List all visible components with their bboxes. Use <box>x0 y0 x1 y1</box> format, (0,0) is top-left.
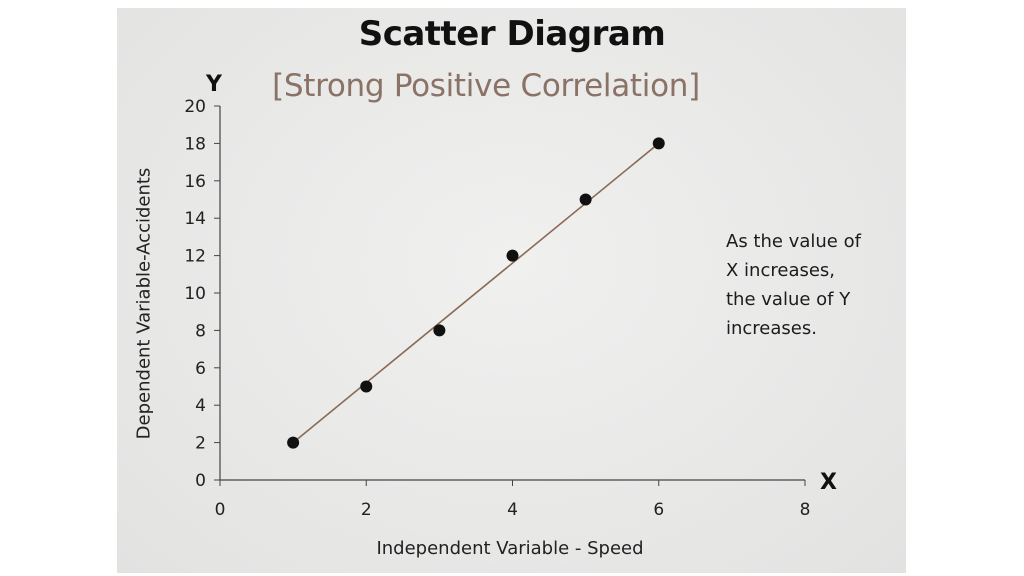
y-tick-label: 6 <box>195 359 206 379</box>
x-axis-label: Independent Variable - Speed <box>376 538 644 559</box>
y-tick-label: 10 <box>184 284 206 304</box>
chart-subtitle-text: [Strong Positive Correlation] <box>272 68 700 104</box>
annotation-line-3: the value of Y <box>726 289 851 310</box>
annotation-line-2: X increases, <box>726 260 836 281</box>
chart-title: Scatter Diagram <box>358 14 666 54</box>
y-tick-label: 2 <box>195 434 206 454</box>
annotation-line-4: increases. <box>726 318 817 339</box>
y-tick-label: 0 <box>195 471 206 491</box>
y-tick-label: 14 <box>184 209 206 229</box>
x-tick-label: 4 <box>507 500 518 520</box>
data-point <box>579 193 592 206</box>
chart-background <box>117 8 906 573</box>
data-point <box>287 436 300 449</box>
chart-annotation: As the value of X increases, the value o… <box>726 227 916 343</box>
y-tick-label: 8 <box>195 321 206 341</box>
x-tick-label: 2 <box>361 500 372 520</box>
y-tick-label: 20 <box>184 97 206 117</box>
data-point <box>433 324 446 337</box>
chart-subtitle: [Strong Positive Correlation] <box>0 68 1000 104</box>
y-tick-label: 12 <box>184 247 206 267</box>
y-tick-label: 16 <box>184 172 206 192</box>
y-tick-label: 4 <box>195 396 206 416</box>
data-point <box>652 137 665 150</box>
data-point <box>506 249 519 262</box>
trendline <box>292 142 660 444</box>
x-tick-label: 0 <box>215 500 226 520</box>
y-tick-label: 18 <box>184 134 206 154</box>
x-tick-label: 8 <box>800 500 811 520</box>
data-point <box>360 380 373 393</box>
y-axis-letter: Y <box>206 72 222 97</box>
x-tick-label: 6 <box>653 500 664 520</box>
annotation-line-1: As the value of <box>726 231 861 252</box>
x-axis-letter: X <box>820 470 837 495</box>
